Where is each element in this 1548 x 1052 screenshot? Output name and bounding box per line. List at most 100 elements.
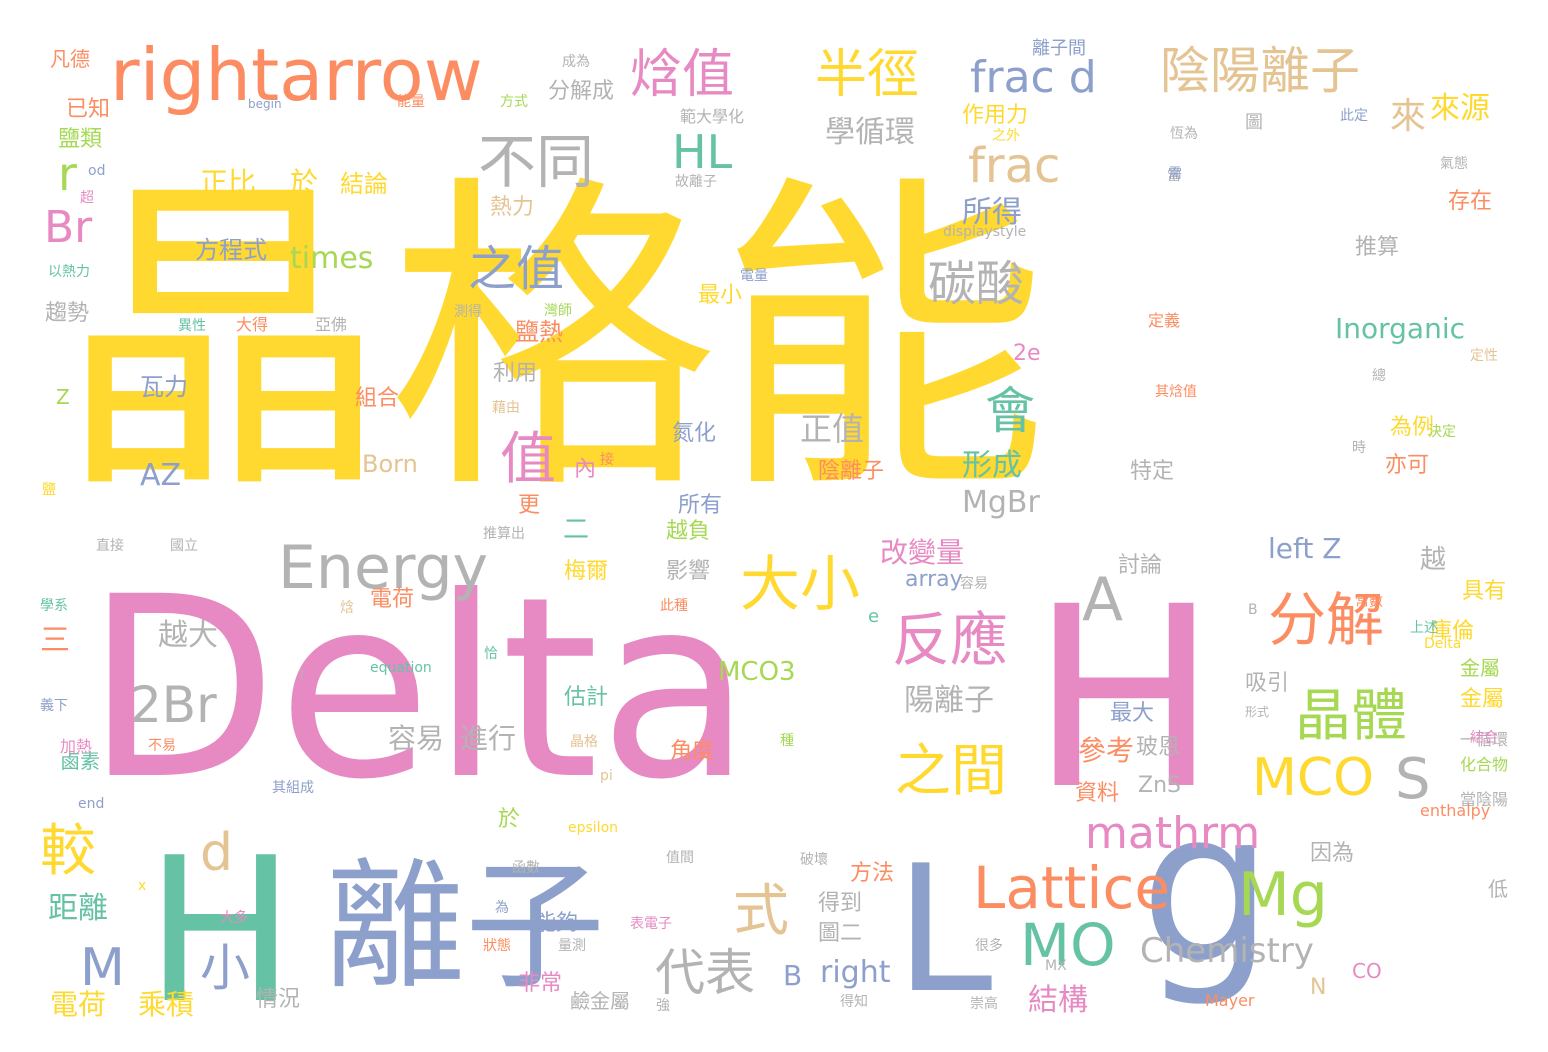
cloud-word: 定義 [1148, 311, 1180, 330]
cloud-word: 推算 [1355, 235, 1399, 260]
cloud-word: 具有 [1462, 579, 1506, 604]
cloud-word: 以熱力 [48, 264, 90, 280]
cloud-word: 所得 [962, 195, 1022, 230]
cloud-word: 量測 [558, 938, 586, 954]
cloud-word: 學循環 [825, 115, 915, 150]
cloud-word: 趨勢 [45, 301, 89, 326]
cloud-word: 玻恩 [1136, 735, 1180, 760]
cloud-word: 內 [574, 457, 596, 482]
cloud-word: 凡德 [50, 47, 90, 71]
cloud-word: MgBr [962, 485, 1041, 520]
cloud-word: 分解 [1268, 586, 1384, 654]
cloud-word: l [300, 668, 304, 684]
cloud-word: d [200, 823, 233, 883]
cloud-word: 電荷 [50, 988, 106, 1021]
cloud-word: 崇高 [970, 995, 998, 1012]
cloud-word: HL [672, 125, 733, 179]
cloud-word: 國立 [170, 538, 198, 554]
cloud-word: 鹵素 [60, 749, 100, 773]
cloud-word: 為 [495, 900, 509, 916]
cloud-word: 能夠 [534, 911, 578, 936]
cloud-word: 2Br [130, 676, 217, 734]
cloud-word: 特定 [1130, 459, 1174, 484]
cloud-word: frac [968, 138, 1060, 194]
cloud-word: 破壞 [800, 852, 828, 868]
cloud-word: 最大 [1110, 701, 1154, 726]
cloud-word: ZnS [1138, 773, 1181, 798]
cloud-word: begin [248, 97, 282, 111]
cloud-word: 瓦力 [140, 373, 188, 401]
cloud-word: 形成 [962, 448, 1022, 483]
cloud-word: displaystyle [943, 224, 1026, 240]
cloud-word: Energy [278, 533, 488, 603]
cloud-word: 上述 [1410, 620, 1438, 636]
cloud-word: 越負 [666, 519, 710, 544]
cloud-word: 義下 [40, 697, 68, 714]
cloud-word: 來 [1390, 96, 1426, 137]
cloud-word: 函數 [512, 860, 540, 876]
cloud-word: S [1395, 747, 1431, 812]
cloud-word: 金屬 [1460, 687, 1504, 712]
cloud-word: 為例 [1390, 415, 1434, 440]
cloud-word: 越大 [158, 618, 218, 653]
cloud-word: 氮化 [672, 421, 716, 446]
cloud-word: 加熱 [60, 737, 92, 756]
cloud-word: 其組成 [272, 780, 314, 796]
cloud-word: 半徑 [815, 45, 919, 105]
cloud-word: 進行 [460, 722, 516, 755]
cloud-word: equation [370, 660, 432, 676]
cloud-word: 鹽 [42, 482, 56, 498]
cloud-word: AZ [140, 458, 181, 493]
cloud-word: 焓 [340, 600, 354, 616]
cloud-word: A [1082, 565, 1123, 635]
cloud-word: 容易 [388, 722, 444, 755]
cloud-word: 電荷 [370, 587, 414, 612]
cloud-word: 異性 [178, 318, 206, 334]
cloud-word: 分解成 [548, 79, 614, 104]
cloud-word: 陽離子 [904, 683, 994, 718]
cloud-word: e [868, 606, 879, 627]
cloud-word: 範大學化 [680, 107, 744, 126]
cloud-word: 碳酸 [928, 256, 1024, 312]
cloud-word: MX [1045, 958, 1067, 974]
cloud-word: array [905, 567, 963, 592]
cloud-word: 大小 [740, 550, 860, 620]
cloud-word: 鹽類 [58, 127, 102, 152]
cloud-word: 討論 [1118, 553, 1162, 578]
cloud-word: 焓值 [630, 45, 734, 105]
cloud-word: 狀態 [483, 938, 511, 954]
cloud-word: 作用力 [962, 103, 1028, 128]
cloud-word: 電量 [740, 268, 768, 284]
cloud-word: 資料 [1075, 781, 1119, 806]
cloud-word: 非常 [518, 971, 562, 996]
cloud-word: 成為 [562, 54, 590, 70]
cloud-word: 能量 [397, 94, 425, 110]
cloud-word: CO [1352, 959, 1382, 983]
cloud-word: 種 [780, 733, 794, 749]
cloud-word: 結合 [1470, 730, 1498, 746]
cloud-word: 方法 [850, 861, 894, 886]
cloud-word: 之間 [895, 739, 1007, 804]
cloud-word: 強 [656, 998, 670, 1014]
cloud-word: 接 [600, 451, 614, 468]
cloud-word: B [783, 959, 802, 992]
cloud-word: 容易 [960, 575, 988, 592]
cloud-word: 很多 [975, 937, 1003, 954]
cloud-word: 常數 [1355, 594, 1383, 610]
cloud-word: 得知 [840, 993, 868, 1010]
cloud-word: 代表 [655, 944, 755, 1002]
cloud-word: 最小 [698, 283, 742, 308]
cloud-word: MCO [1252, 748, 1374, 808]
cloud-word: 大得 [236, 315, 268, 334]
cloud-word: 需 [1168, 166, 1182, 182]
cloud-word: 存在 [1448, 189, 1492, 214]
cloud-word: x [138, 878, 146, 894]
cloud-word: MO [1020, 911, 1116, 979]
cloud-word: Z [56, 385, 70, 409]
cloud-word: 三 [40, 623, 70, 658]
cloud-word: 學系 [40, 598, 68, 614]
cloud-word: 鹽熱 [515, 318, 563, 346]
cloud-word: 參考 [1078, 734, 1134, 767]
